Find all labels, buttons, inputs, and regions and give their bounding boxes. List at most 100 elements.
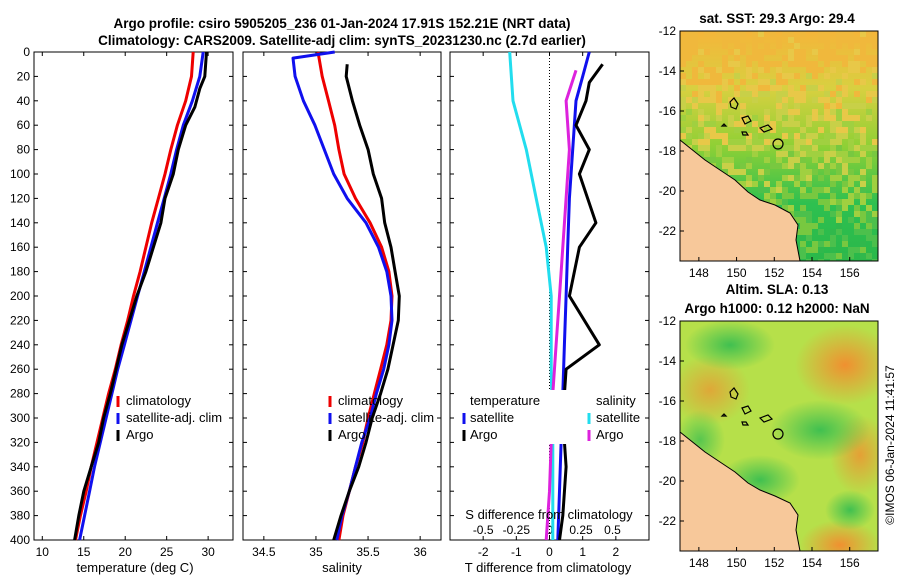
sst-pixel (824, 163, 830, 169)
ytick-label: 200 (10, 289, 30, 303)
sst-pixel (836, 37, 842, 43)
sst-pixel (686, 133, 692, 139)
sst-pixel (872, 175, 878, 181)
sst-pixel (824, 97, 830, 103)
sst-pixel (836, 175, 842, 181)
sst-pixel (764, 67, 770, 73)
sst-pixel (848, 31, 854, 37)
sst-pixel (704, 97, 710, 103)
sst-pixel (752, 43, 758, 49)
sst-pixel (758, 187, 764, 193)
sst-pixel (800, 241, 806, 247)
sst-pixel (842, 127, 848, 133)
sst-pixel (698, 133, 704, 139)
sst-pixel (692, 79, 698, 85)
sst-pixel (680, 43, 686, 49)
sst-pixel (848, 169, 854, 175)
sst-pixel (758, 91, 764, 97)
sst-pixel (842, 55, 848, 61)
sst-pixel (746, 175, 752, 181)
sst-pixel (722, 79, 728, 85)
sst-pixel (836, 211, 842, 217)
sst-pixel (686, 79, 692, 85)
sst-pixel (734, 121, 740, 127)
sst-pixel (794, 133, 800, 139)
sst-pixel (806, 121, 812, 127)
sst-pixel (872, 73, 878, 79)
sst-pixel (788, 109, 794, 115)
sst-pixel (680, 103, 686, 109)
sst-pixel (830, 91, 836, 97)
sst-pixel (788, 115, 794, 121)
map-xtick-label: 156 (840, 266, 860, 280)
sst-pixel (842, 103, 848, 109)
sst-pixel (842, 133, 848, 139)
sst-pixel (800, 55, 806, 61)
sst-pixel (848, 181, 854, 187)
series-line-s-argo (544, 69, 578, 541)
sst-pixel (842, 187, 848, 193)
sst-pixel (848, 145, 854, 151)
sst-pixel (848, 193, 854, 199)
salinity-panel-frame (242, 51, 442, 541)
sst-pixel (830, 259, 836, 261)
sst-pixel (842, 115, 848, 121)
sst-pixel (842, 151, 848, 157)
sst-pixel (740, 79, 746, 85)
sst-pixel (812, 151, 818, 157)
sst-pixel (848, 217, 854, 223)
sst-pixel (776, 91, 782, 97)
sst-pixel (764, 91, 770, 97)
sst-pixel (770, 31, 776, 37)
sst-pixel (830, 181, 836, 187)
sst-pixel (848, 157, 854, 163)
sst-pixel (746, 67, 752, 73)
sst-pixel (716, 109, 722, 115)
sst-pixel (854, 229, 860, 235)
sst-pixel (848, 175, 854, 181)
sst-pixel (758, 55, 764, 61)
sst-pixel (842, 109, 848, 115)
sst-pixel (686, 49, 692, 55)
sst-pixel (710, 97, 716, 103)
sst-pixel (680, 115, 686, 121)
sst-pixel (776, 157, 782, 163)
sst-pixel (854, 79, 860, 85)
sst-pixel (716, 67, 722, 73)
sst-pixel (764, 109, 770, 115)
legend-satellite: satellite-adj. clim (126, 410, 222, 425)
sst-pixel (758, 31, 764, 37)
sst-pixel (692, 139, 698, 145)
sst-pixel (776, 43, 782, 49)
sst-pixel (800, 235, 806, 241)
sst-pixel (860, 175, 866, 181)
sst-pixel (812, 241, 818, 247)
sst-pixel (770, 85, 776, 91)
sst-pixel (824, 49, 830, 55)
sst-pixel (776, 115, 782, 121)
sst-pixel (824, 43, 830, 49)
sst-pixel (800, 139, 806, 145)
sst-pixel (830, 241, 836, 247)
sst-pixel (860, 253, 866, 259)
sst-pixel (752, 85, 758, 91)
sst-pixel (734, 169, 740, 175)
sst-pixel (758, 79, 764, 85)
sst-pixel (836, 229, 842, 235)
sst-pixel (776, 109, 782, 115)
sst-pixel (824, 91, 830, 97)
sst-pixel (710, 127, 716, 133)
sst-pixel (800, 133, 806, 139)
ytick-label: 340 (10, 460, 30, 474)
sst-pixel (728, 145, 734, 151)
sst-pixel (830, 55, 836, 61)
sst-pixel (740, 31, 746, 37)
sst-pixel (818, 241, 824, 247)
sst-pixel (686, 31, 692, 37)
sst-pixel (752, 145, 758, 151)
sst-pixel (776, 151, 782, 157)
sst-pixel (752, 49, 758, 55)
sst-pixel (710, 121, 716, 127)
sst-pixel (728, 169, 734, 175)
